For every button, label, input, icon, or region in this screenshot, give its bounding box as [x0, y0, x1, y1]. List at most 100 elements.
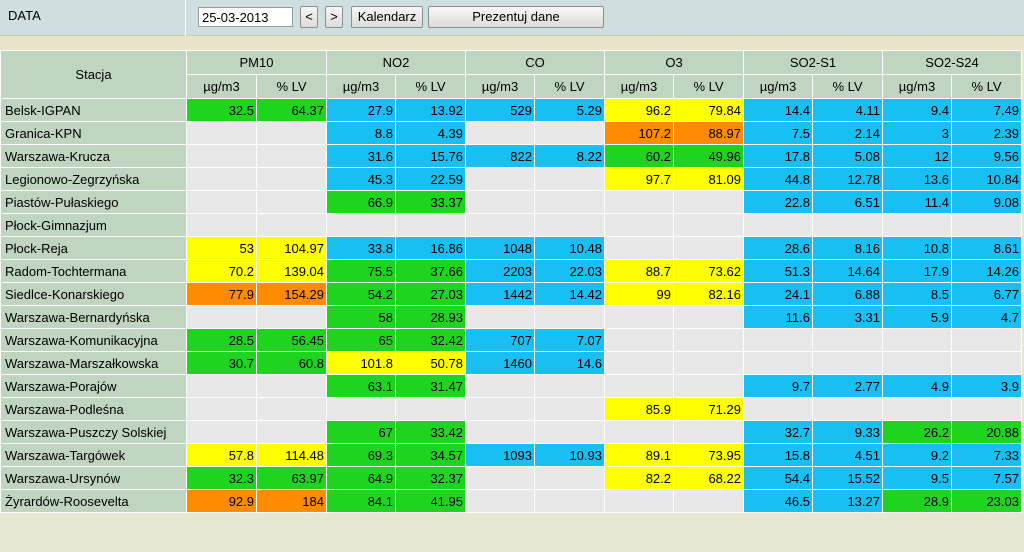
- concentration-cell: [465, 190, 535, 214]
- percent-lv-cell: 104.97: [256, 236, 327, 260]
- percent-lv-cell: 13.27: [812, 489, 883, 513]
- table-row: Legionowo-Zegrzyńska 45.3 22.59 97.7 81.09 44…: [0, 167, 1022, 191]
- concentration-cell: 84.1: [326, 489, 396, 513]
- percent-lv-cell: 3.9: [951, 374, 1022, 398]
- percent-lv-cell: 22.03: [534, 259, 605, 283]
- percent-lv-cell: [673, 328, 744, 352]
- percent-lv-cell: 9.33: [812, 420, 883, 444]
- concentration-cell: 1093: [465, 443, 535, 467]
- concentration-cell: [326, 397, 396, 421]
- percent-lv-cell: [673, 351, 744, 375]
- concentration-cell: 89.1: [604, 443, 674, 467]
- concentration-cell: [882, 351, 952, 375]
- percent-lv-cell: 10.48: [534, 236, 605, 260]
- concentration-cell: [882, 328, 952, 352]
- table-row: Warszawa-Targówek 57.8 114.48 69.3 34.57 1093…: [0, 443, 1022, 467]
- percent-lv-cell: [812, 328, 883, 352]
- percent-lv-cell: 7.49: [951, 98, 1022, 122]
- concentration-cell: [604, 213, 674, 237]
- concentration-cell: 77.9: [186, 282, 257, 306]
- concentration-cell: 33.8: [326, 236, 396, 260]
- concentration-cell: [604, 305, 674, 329]
- station-name: Warszawa-Puszczy Solskiej: [0, 420, 187, 444]
- station-name: Warszawa-Marszałkowska: [0, 351, 187, 375]
- concentration-cell: 66.9: [326, 190, 396, 214]
- percent-lv-cell: 8.22: [534, 144, 605, 168]
- unit-header: µg/m3: [186, 74, 257, 99]
- concentration-cell: 69.3: [326, 443, 396, 467]
- concentration-cell: 9.2: [882, 443, 952, 467]
- table-row: Siedlce-Konarskiego 77.9 154.29 54.2 27.03 14…: [0, 282, 1022, 306]
- percent-lv-cell: [673, 374, 744, 398]
- table-row: Granica-KPN 8.8 4.39 107.2 88.97 7.5 2.14 3 2.39: [0, 121, 1022, 145]
- concentration-cell: [604, 374, 674, 398]
- percent-lv-cell: [256, 305, 327, 329]
- percent-lv-cell: [534, 374, 605, 398]
- date-input[interactable]: [198, 7, 293, 27]
- concentration-cell: 2203: [465, 259, 535, 283]
- date-toolbar: DATA < > Kalendarz Prezentuj dane: [0, 0, 1024, 36]
- percent-lv-cell: [256, 374, 327, 398]
- concentration-cell: 54.4: [743, 466, 813, 490]
- percent-lv-cell: 14.26: [951, 259, 1022, 283]
- calendar-button[interactable]: Kalendarz: [351, 6, 423, 28]
- present-data-button[interactable]: Prezentuj dane: [428, 6, 604, 28]
- station-name: Warszawa-Targówek: [0, 443, 187, 467]
- percent-lv-cell: 10.93: [534, 443, 605, 467]
- concentration-cell: [186, 213, 257, 237]
- station-name: Siedlce-Konarskiego: [0, 282, 187, 306]
- percent-lv-cell: 7.57: [951, 466, 1022, 490]
- percent-lv-cell: 9.56: [951, 144, 1022, 168]
- pollutant-header-row: Stacja PM10 NO2 CO O3 SO2-S1 SO2-S24: [0, 50, 1022, 99]
- percent-lv-cell: 82.16: [673, 282, 744, 306]
- unit-header: % LV: [812, 74, 883, 99]
- table-row: Warszawa-Krucza 31.6 15.76 822 8.22 60.2 49.96…: [0, 144, 1022, 168]
- station-name: Radom-Tochtermana: [0, 259, 187, 283]
- pollutant-header: O3: [604, 50, 744, 75]
- air-quality-table: Stacja PM10 NO2 CO O3 SO2-S1 SO2-S24 µg/…: [0, 50, 1022, 513]
- previous-day-button[interactable]: <: [300, 6, 318, 28]
- percent-lv-cell: [812, 397, 883, 421]
- percent-lv-cell: 10.84: [951, 167, 1022, 191]
- percent-lv-cell: [951, 351, 1022, 375]
- percent-lv-cell: [534, 190, 605, 214]
- concentration-cell: 7.5: [743, 121, 813, 145]
- concentration-cell: [465, 121, 535, 145]
- percent-lv-cell: 14.42: [534, 282, 605, 306]
- percent-lv-cell: [534, 489, 605, 513]
- pollutant-header: PM10: [186, 50, 327, 75]
- concentration-cell: 58: [326, 305, 396, 329]
- percent-lv-cell: 2.77: [812, 374, 883, 398]
- percent-lv-cell: [256, 190, 327, 214]
- unit-header: µg/m3: [604, 74, 674, 99]
- concentration-cell: [882, 213, 952, 237]
- percent-lv-cell: 73.62: [673, 259, 744, 283]
- percent-lv-cell: 60.8: [256, 351, 327, 375]
- concentration-cell: 30.7: [186, 351, 257, 375]
- concentration-cell: 17.9: [882, 259, 952, 283]
- percent-lv-cell: 20.88: [951, 420, 1022, 444]
- concentration-cell: [186, 305, 257, 329]
- concentration-cell: [743, 213, 813, 237]
- pollutant-header: SO2-S1: [743, 50, 883, 75]
- station-name: Płock-Gimnazjum: [0, 213, 187, 237]
- table-row: Warszawa-Podleśna 85.9 71.29: [0, 397, 1022, 421]
- percent-lv-cell: 6.77: [951, 282, 1022, 306]
- station-name: Warszawa-Bernardyńska: [0, 305, 187, 329]
- station-name: Legionowo-Zegrzyńska: [0, 167, 187, 191]
- percent-lv-cell: [534, 466, 605, 490]
- unit-header: µg/m3: [465, 74, 535, 99]
- station-name: Warszawa-Porajów: [0, 374, 187, 398]
- concentration-cell: 70.2: [186, 259, 257, 283]
- percent-lv-cell: 28.93: [395, 305, 466, 329]
- percent-lv-cell: 4.7: [951, 305, 1022, 329]
- concentration-cell: 529: [465, 98, 535, 122]
- concentration-cell: [186, 167, 257, 191]
- concentration-cell: 3: [882, 121, 952, 145]
- next-day-button[interactable]: >: [325, 6, 343, 28]
- concentration-cell: 31.6: [326, 144, 396, 168]
- percent-lv-cell: 41.95: [395, 489, 466, 513]
- table-row: Warszawa-Komunikacyjna 28.5 56.45 65 32.42 70…: [0, 328, 1022, 352]
- table-row: Warszawa-Puszczy Solskiej 67 33.42 32.7 9.33…: [0, 420, 1022, 444]
- concentration-cell: 12: [882, 144, 952, 168]
